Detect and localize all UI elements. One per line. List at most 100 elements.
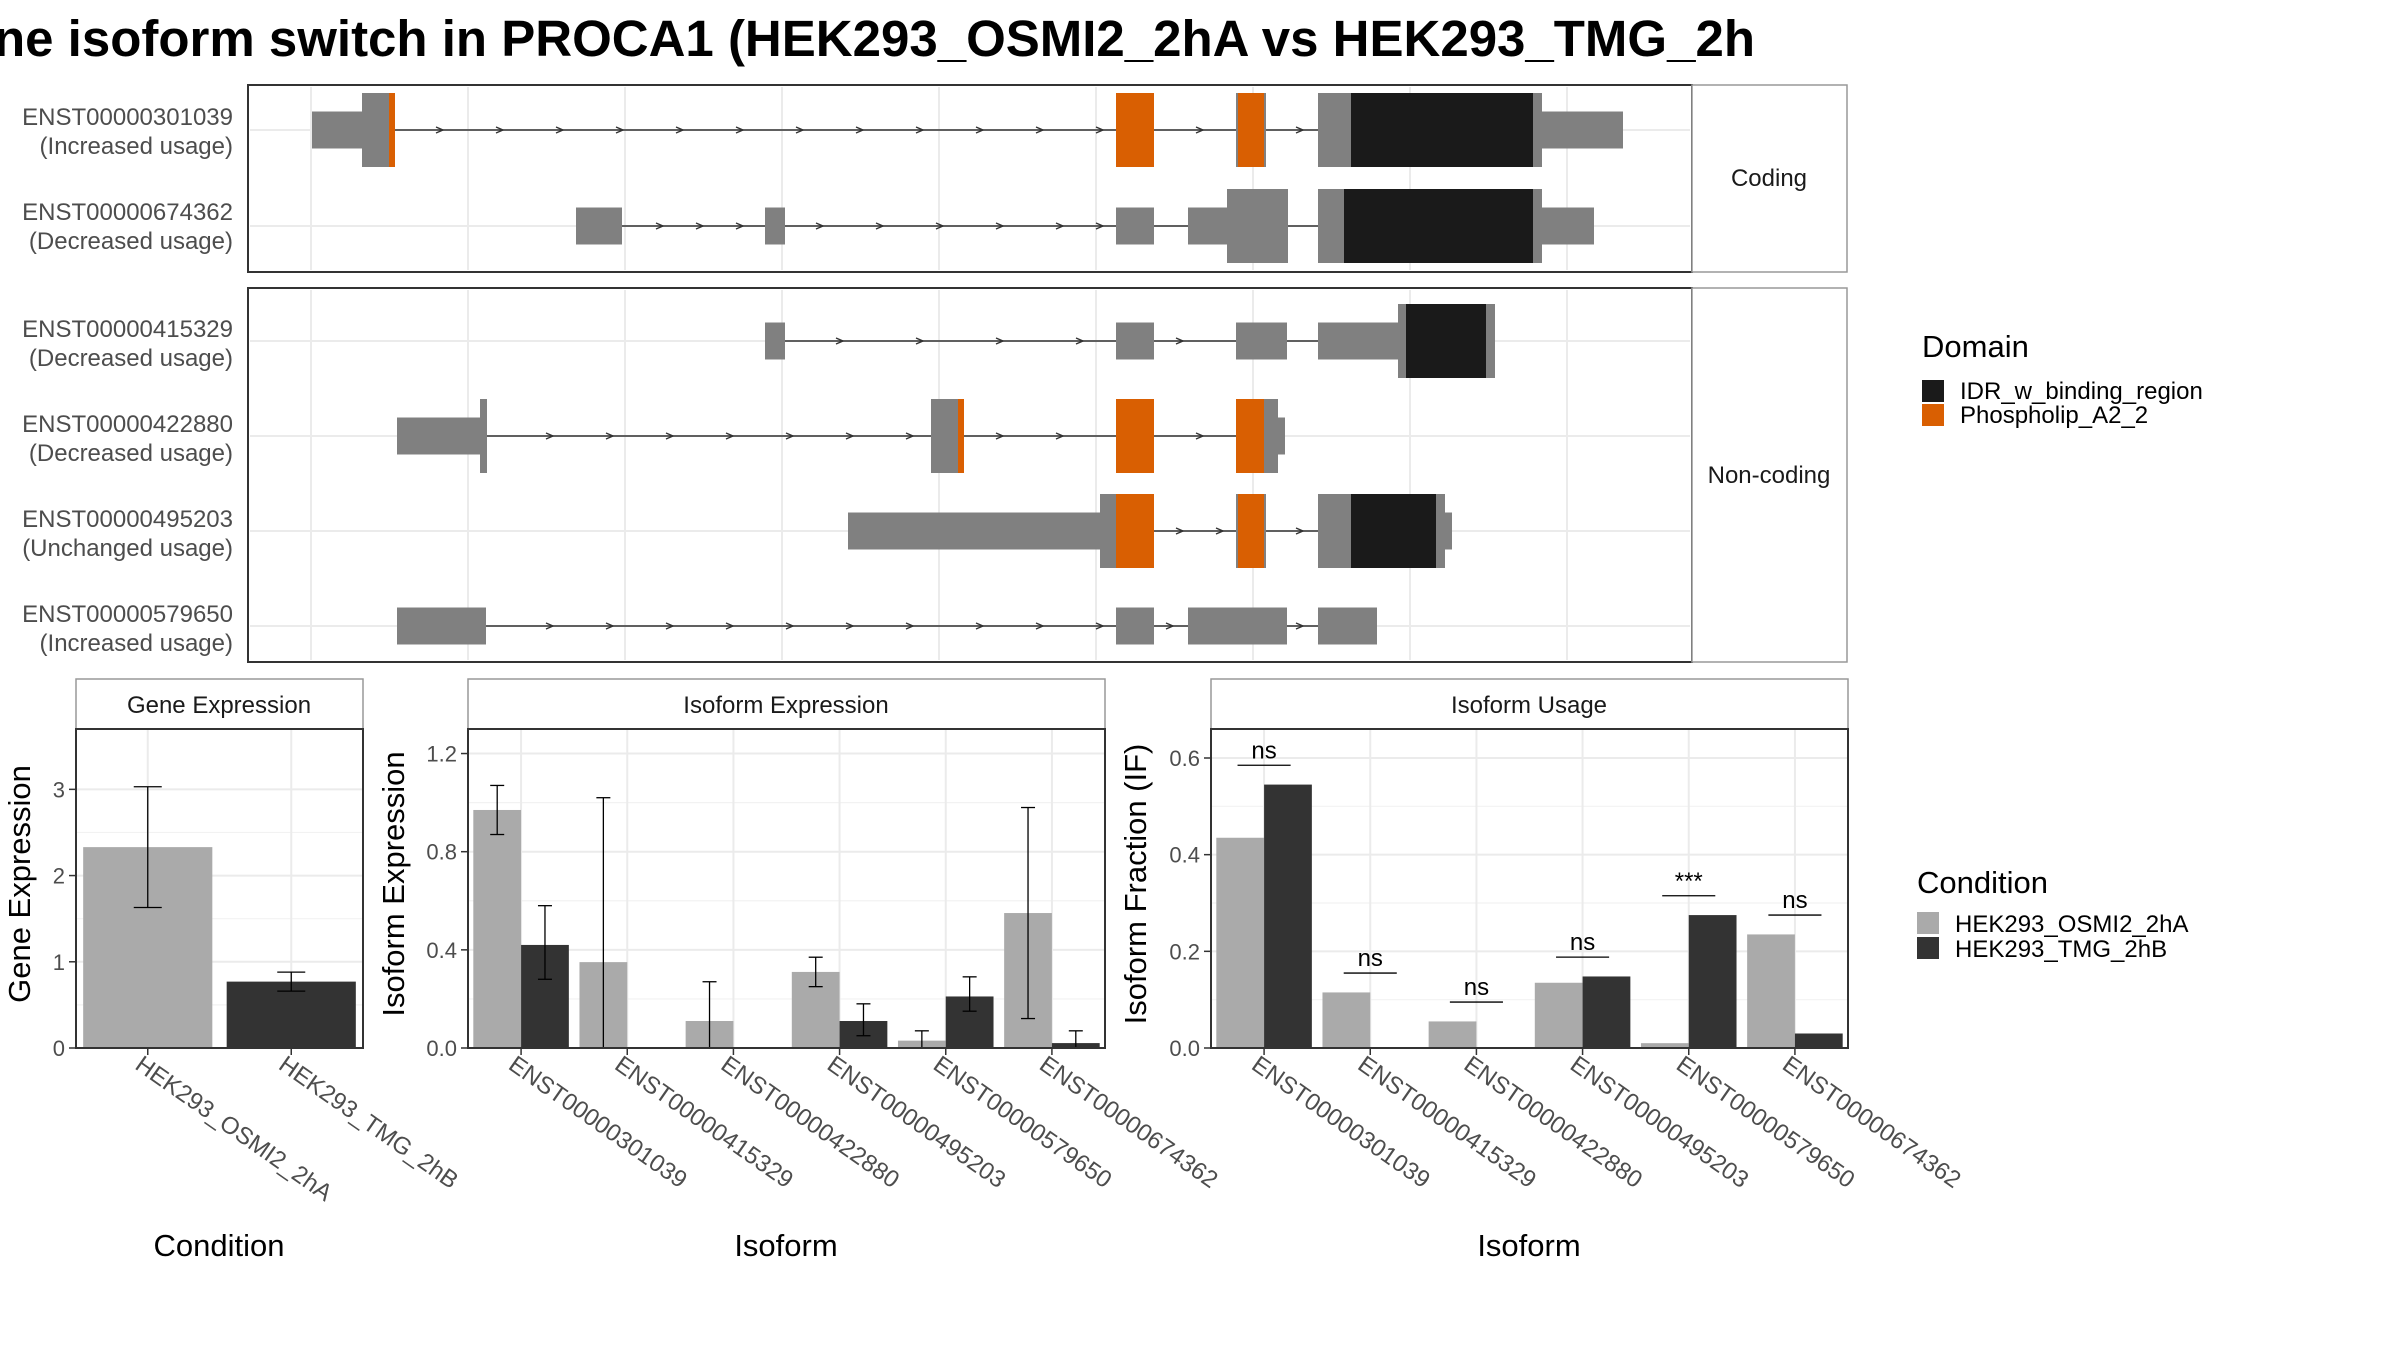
y-tick-label: 0.4: [426, 938, 457, 963]
strand-arrow: [875, 222, 885, 230]
exon: [1318, 322, 1398, 360]
strand-arrow: [975, 622, 985, 630]
strand-arrow: [1215, 527, 1225, 535]
strand-arrow: [995, 222, 1005, 230]
significance-label: ns: [1782, 887, 1807, 914]
y-axis-label: Isoform Expression: [376, 751, 411, 1016]
exon: [765, 207, 785, 245]
strand-arrow: [695, 222, 705, 230]
transcript-label: ENST00000674362: [22, 199, 233, 226]
legend-swatch-idr: [1922, 380, 1944, 402]
legend-swatch-cond-a: [1917, 912, 1939, 934]
strand-arrow: [845, 432, 855, 440]
domain-phospholip: [389, 93, 395, 167]
strand-arrow: [545, 432, 555, 440]
plot-border: [1210, 728, 1849, 1049]
strand-arrow: [915, 337, 925, 345]
significance-label: ***: [1675, 868, 1703, 895]
x-tick-label: ENST00000674362: [1034, 1051, 1222, 1194]
y-tick-label: 0.8: [426, 840, 457, 865]
exon: [1227, 189, 1288, 263]
exon: [1542, 207, 1594, 245]
exon: [1398, 304, 1406, 378]
transcript-usage: (Decreased usage): [29, 345, 233, 372]
bar: [1264, 784, 1312, 1048]
strip-noncoding-label: Non-coding: [1708, 462, 1831, 489]
y-tick-label: 1: [53, 950, 65, 975]
strand-arrow: [435, 126, 445, 134]
domain-phospholip: [1116, 494, 1154, 568]
panel-title: Gene Expression: [127, 692, 311, 719]
exon: [1236, 322, 1287, 360]
plot-background: [468, 729, 1105, 1048]
x-tick-label: ENST00000579650: [928, 1051, 1116, 1194]
isoform-expression-chart: 0.0 0.4 0.8 1.2 ENST00000301039ENST000004153…: [426, 728, 1223, 1194]
y-tick-label: 0.0: [426, 1036, 457, 1061]
transcript-label: ENST00000495203: [22, 506, 233, 533]
bar: [1322, 992, 1371, 1048]
strand-arrow: [1055, 222, 1065, 230]
structure-panels: Coding Non-coding ENST00000301039 (Incre…: [22, 84, 1848, 663]
strand-arrow: [815, 222, 825, 230]
domain-phospholip: [1116, 399, 1154, 473]
strand-arrow: [1095, 622, 1105, 630]
transcript-usage: (Increased usage): [40, 133, 233, 160]
x-tick-label: ENST00000495203: [822, 1051, 1010, 1194]
strand-arrow: [905, 622, 915, 630]
x-tick-label: ENST00000415329: [1353, 1051, 1541, 1194]
x-tick-label: ENST00000301039: [1247, 1051, 1435, 1194]
bar: [1688, 915, 1737, 1048]
strand-arrow: [605, 432, 615, 440]
y-tick-label: 2: [53, 864, 65, 889]
strand-arrow: [1195, 432, 1205, 440]
strand-arrow: [855, 126, 865, 134]
y-tick-label: 1.2: [426, 742, 457, 767]
transcript-label: ENST00000579650: [22, 601, 233, 628]
panel-strip: [1210, 678, 1849, 730]
strand-arrow: [495, 126, 505, 134]
domain-phospholip: [1238, 93, 1264, 167]
isoform-usage-chart: ns ns ns ns *** ns 0.0 0.2 0.4 0.6 ENST00000301039…: [1169, 728, 1966, 1194]
plot-background: [1211, 729, 1848, 1048]
bar: [1582, 976, 1631, 1048]
x-tick-label: ENST00000422880: [1459, 1051, 1647, 1194]
exon: [1318, 607, 1377, 645]
bar: [473, 809, 522, 1048]
x-tick-label: ENST00000495203: [1565, 1051, 1753, 1194]
transcript-usage: (Decreased usage): [29, 228, 233, 255]
strand-arrow: [1095, 222, 1105, 230]
domain-legend: Domain IDR_w_binding_region Phospholip_A…: [1922, 329, 2203, 429]
exon: [1486, 304, 1495, 378]
strand-arrow: [545, 622, 555, 630]
y-tick-label: 0.6: [1169, 746, 1200, 771]
figure-title: ne isoform switch in PROCA1 (HEK293_OSMI…: [0, 10, 1755, 67]
exon: [1533, 189, 1542, 263]
exon: [1436, 494, 1445, 568]
exon: [1264, 399, 1278, 473]
exon: [1100, 494, 1116, 568]
domain-legend-title: Domain: [1922, 329, 2029, 364]
strand-arrow: [555, 126, 565, 134]
x-tick-label: ENST00000579650: [1671, 1051, 1859, 1194]
y-tick-label: 0.2: [1169, 939, 1200, 964]
legend-swatch-cond-b: [1917, 937, 1939, 959]
isoform-expression-panel: Isoform Expression 0.0 0.4 0.8 1.2 ENST00000…: [376, 678, 1223, 1263]
exon: [848, 512, 1100, 550]
exon: [1542, 111, 1623, 149]
strand-arrow: [995, 432, 1005, 440]
strand-arrow: [1295, 622, 1305, 630]
legend-label-cond-b: HEK293_TMG_2hB: [1955, 936, 2167, 963]
exon: [1188, 607, 1287, 645]
transcript-usage: (Unchanged usage): [22, 535, 233, 562]
strand-arrow: [1075, 337, 1085, 345]
strand-arrow: [655, 222, 665, 230]
strand-arrow: [1055, 432, 1065, 440]
bar: [1534, 982, 1583, 1048]
strand-arrow: [1095, 126, 1105, 134]
strand-arrow: [1165, 622, 1175, 630]
transcript-label: ENST00000422880: [22, 411, 233, 438]
significance-label: ns: [1570, 929, 1595, 956]
legend-swatch-phospholip: [1922, 404, 1944, 426]
legend-label-cond-a: HEK293_OSMI2_2hA: [1955, 911, 2188, 938]
